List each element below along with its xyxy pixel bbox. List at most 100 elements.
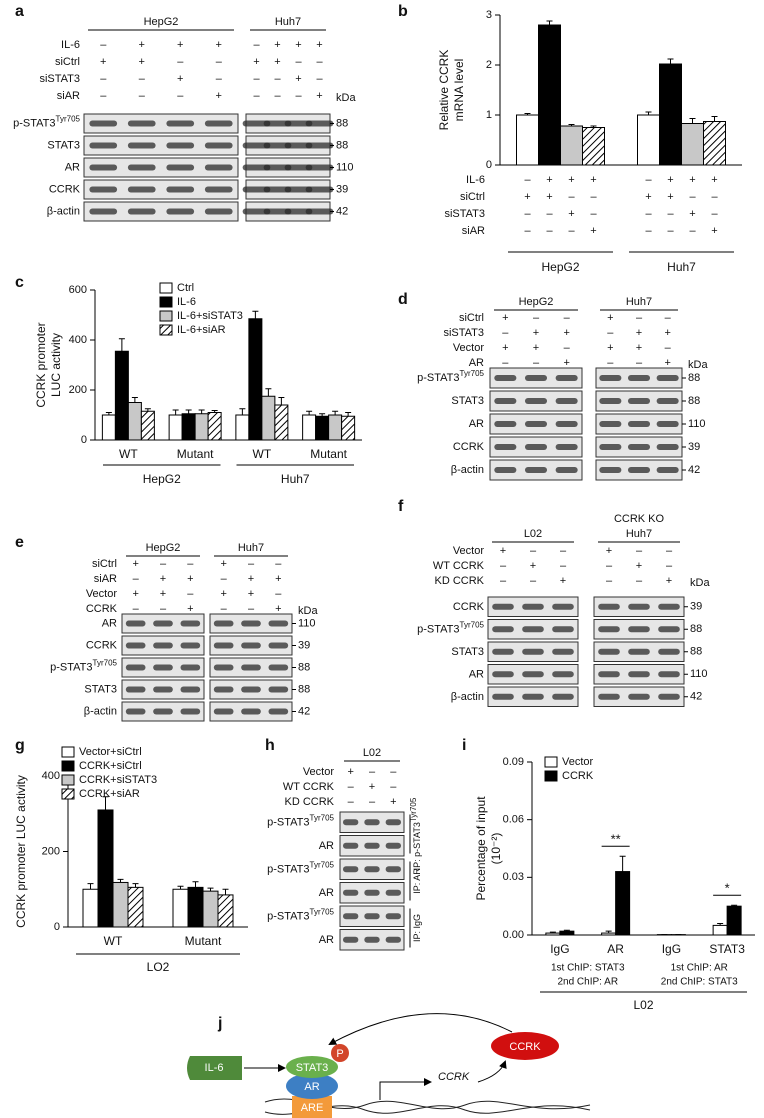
band	[552, 671, 574, 678]
ip-label-text: IP: p-STAT3	[412, 822, 422, 870]
legend-label: Vector	[562, 756, 594, 768]
condition-label: siCtrl	[459, 312, 484, 324]
error-bar	[105, 412, 112, 415]
condition-sign: +	[568, 208, 574, 220]
band	[552, 626, 574, 633]
condition-sign: +	[132, 558, 138, 570]
band	[628, 603, 650, 610]
blot-label: AR	[319, 887, 334, 899]
condition-sign: +	[664, 327, 670, 339]
error-bar	[192, 881, 199, 888]
condition-sign: –	[160, 558, 167, 570]
blot-label: β-actin	[47, 205, 80, 217]
kda-header: kDa	[336, 92, 356, 104]
condition-sign: +	[546, 174, 552, 186]
condition-sign: +	[500, 545, 506, 557]
bar	[187, 886, 204, 928]
band	[241, 642, 261, 649]
condition-sign: –	[645, 225, 652, 237]
condition-sign: –	[564, 312, 571, 324]
condition-sign: –	[177, 90, 184, 102]
condition-sign: +	[390, 796, 396, 808]
error-bar	[185, 409, 192, 414]
condition-sign: –	[665, 342, 672, 354]
band	[242, 120, 271, 127]
condition-sign: –	[524, 174, 531, 186]
band	[305, 186, 334, 193]
error-bar	[102, 796, 109, 810]
condition-sign: +	[177, 39, 183, 51]
panel-label: c	[15, 274, 24, 291]
condition-sign: –	[667, 208, 674, 220]
band	[494, 444, 517, 450]
ip-label: IP: IgG	[412, 914, 422, 942]
node-label: P	[336, 1048, 343, 1060]
bar	[274, 404, 289, 441]
error-bar	[549, 931, 556, 934]
kda-value: 42	[688, 464, 700, 476]
band	[598, 603, 620, 610]
blot-strip	[83, 201, 239, 222]
kda-header: kDa	[690, 577, 710, 589]
kda-value: 88	[298, 683, 310, 695]
band	[658, 648, 680, 655]
condition-sign: +	[568, 174, 574, 186]
condition-sign: +	[274, 39, 280, 51]
kda-value: 110	[336, 161, 354, 173]
band	[385, 866, 402, 873]
condition-sign: –	[316, 73, 323, 85]
band	[166, 164, 195, 171]
blot-label-text: CCRK	[86, 639, 118, 651]
band	[656, 467, 679, 473]
significance-label: **	[611, 832, 621, 847]
condition-sign: +	[645, 191, 651, 203]
bar	[302, 414, 317, 441]
blot-label: AR	[319, 934, 334, 946]
condition-sign: –	[533, 357, 540, 369]
error-bar	[198, 409, 205, 414]
band	[522, 671, 544, 678]
kda-value: 39	[298, 639, 310, 651]
y-tick-label: 400	[42, 770, 60, 782]
category-label: Mutant	[185, 934, 222, 948]
band	[658, 626, 680, 633]
condition-sign: +	[667, 174, 673, 186]
y-tick-label: 0.06	[503, 814, 524, 826]
condition-label: siSTAT3	[39, 73, 80, 85]
blot-label: AR	[469, 668, 484, 680]
band	[555, 375, 578, 381]
kda-value: 88	[688, 395, 700, 407]
band	[385, 913, 402, 920]
band	[180, 708, 201, 715]
band	[125, 642, 146, 649]
blot-label-text: AR	[102, 617, 117, 629]
condition-sign: –	[274, 90, 281, 102]
node-label: ARE	[301, 1102, 324, 1114]
band	[599, 421, 622, 427]
kda-value: 88	[690, 646, 702, 658]
condition-label: siCtrl	[460, 191, 485, 203]
band	[89, 120, 118, 127]
ip-label: IP: p-STAT3Tyr705	[409, 797, 422, 870]
band	[213, 620, 234, 627]
category-label: IgG	[662, 942, 681, 956]
condition-sign: +	[666, 575, 672, 587]
band	[492, 603, 514, 610]
condition-sign: –	[568, 191, 575, 203]
condition-sign: –	[160, 603, 167, 615]
band	[627, 375, 651, 381]
condition-sign: –	[369, 796, 376, 808]
band	[364, 889, 380, 896]
band	[284, 186, 313, 193]
error-bar	[132, 883, 139, 888]
bar	[726, 905, 742, 936]
condition-sign: +	[220, 558, 226, 570]
legend-label: Ctrl	[177, 282, 194, 294]
node-label: IL-6	[205, 1062, 224, 1074]
blot-label: β-actin	[451, 464, 484, 476]
condition-label: AR	[469, 357, 484, 369]
condition-sign: –	[274, 73, 281, 85]
condition-label: CCRK	[86, 603, 118, 615]
error-bar	[306, 410, 313, 415]
condition-sign: –	[665, 312, 672, 324]
